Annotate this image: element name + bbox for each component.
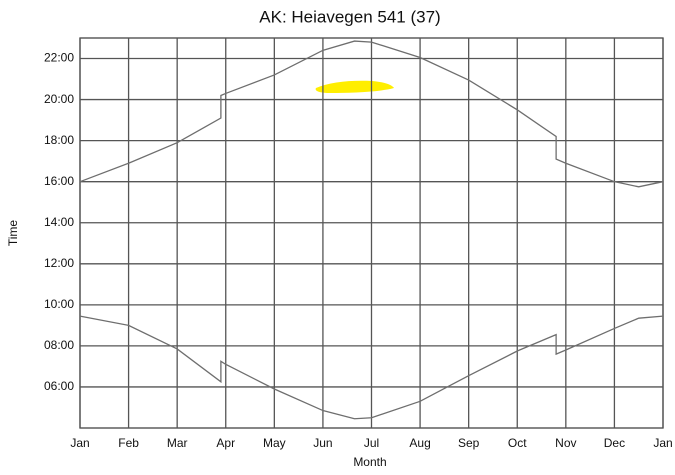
- x-tick-label: Sep: [458, 436, 480, 450]
- x-tick-label: Oct: [508, 436, 527, 450]
- y-tick-label: 20:00: [44, 92, 74, 106]
- y-tick-label: 10:00: [44, 297, 74, 311]
- y-tick-label: 08:00: [44, 338, 74, 352]
- y-tick-label: 22:00: [44, 51, 74, 65]
- data-line: [79, 40, 664, 188]
- chart-title: AK: Heiavegen 541 (37): [259, 7, 440, 26]
- y-tick-label: 06:00: [44, 379, 74, 393]
- y-tick-label: 12:00: [44, 256, 74, 270]
- x-tick-label: Aug: [409, 436, 430, 450]
- y-tick-label: 18:00: [44, 133, 74, 147]
- data-line: [79, 315, 664, 420]
- x-tick-label: Mar: [167, 436, 188, 450]
- x-tick-label: Nov: [555, 436, 576, 450]
- y-tick-label: 16:00: [44, 174, 74, 188]
- x-axis-label: Month: [353, 455, 386, 469]
- x-tick-label: Jan: [653, 436, 672, 450]
- x-tick-label: Feb: [118, 436, 139, 450]
- x-tick-label: Apr: [216, 436, 235, 450]
- x-tick-label: May: [263, 436, 286, 450]
- y-tick-label: 14:00: [44, 215, 74, 229]
- x-tick-label: Jun: [313, 436, 332, 450]
- x-tick-label: Jan: [70, 436, 89, 450]
- x-tick-label: Jul: [364, 436, 379, 450]
- highlight-blob: [315, 80, 394, 93]
- y-axis-label: Time: [6, 220, 20, 247]
- x-tick-label: Dec: [604, 436, 625, 450]
